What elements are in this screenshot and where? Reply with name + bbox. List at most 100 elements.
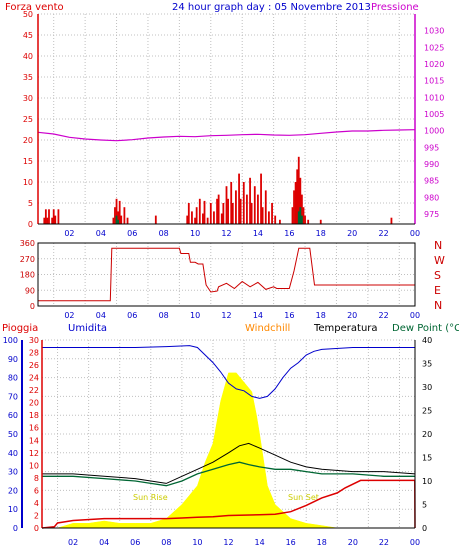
x-tick-label: 14	[254, 538, 264, 547]
wind-bar	[195, 207, 198, 224]
pressure-tick-label: 1005	[424, 110, 444, 119]
humidity-tick-label: 60	[8, 411, 18, 420]
wind-tick-label: 40	[23, 52, 33, 61]
wind-bar	[260, 173, 262, 224]
wind-bar	[123, 207, 126, 224]
wind-bar	[220, 213, 223, 224]
compass-label: N	[434, 239, 442, 252]
x-tick-label: 00	[410, 538, 420, 547]
humidity-tick-label: 50	[8, 430, 18, 439]
rain-tick-label: 30	[29, 336, 39, 345]
rain-label: Pioggia	[2, 323, 38, 334]
temperature-tick-label: 40	[422, 336, 432, 345]
wind-bar	[187, 203, 190, 224]
wind-bar	[253, 186, 256, 224]
temperature-tick-label: 30	[422, 383, 432, 392]
wind-gust-bar	[115, 215, 118, 224]
wind-bar	[264, 190, 267, 224]
wind-bar	[126, 217, 129, 224]
wind-axis-label: Forza vento	[5, 2, 64, 13]
sunrise-label: Sun Rise	[133, 493, 168, 502]
wind-bar	[216, 198, 218, 224]
wind-tick-label: 15	[23, 157, 33, 166]
wind-bar	[231, 203, 234, 224]
wind-gust-bar	[297, 211, 300, 224]
wind-bar	[302, 207, 305, 224]
pressure-tick-label: 1030	[424, 27, 444, 36]
wind-bar	[238, 173, 240, 224]
wind-bar	[44, 209, 47, 224]
rain-tick-label: 20	[29, 399, 39, 408]
rain-tick-label: 28	[29, 349, 39, 358]
x-tick-label: 10	[190, 229, 200, 238]
pressure-tick-label: 985	[424, 177, 439, 186]
x-tick-label: 10	[192, 538, 202, 547]
wind-bar	[279, 219, 281, 224]
wind-bar	[117, 211, 120, 224]
wind-bar	[186, 215, 189, 224]
rain-line	[41, 479, 416, 529]
wind-bar	[115, 198, 118, 224]
x-tick-label: 22	[379, 538, 389, 547]
humidity-tick-label: 90	[8, 355, 18, 364]
wind-bar	[294, 182, 297, 224]
x-tick-label: 18	[316, 311, 326, 320]
wind-bar	[217, 194, 220, 224]
wind-bar	[198, 198, 201, 224]
x-tick-label: 08	[159, 311, 169, 320]
compass-label: S	[434, 269, 441, 282]
wind-bar	[274, 215, 277, 224]
wind-bar	[209, 203, 212, 224]
rain-tick-label: 8	[34, 474, 39, 483]
x-tick-label: 04	[96, 229, 106, 238]
wind-bar	[120, 215, 123, 224]
temperature-tick-label: 15	[422, 454, 432, 463]
rain-tick-label: 0	[34, 524, 39, 533]
wind-bar	[250, 203, 253, 224]
x-tick-label: 20	[347, 311, 357, 320]
wind-bar	[48, 209, 50, 224]
x-tick-label: 12	[221, 229, 231, 238]
wind-bar	[227, 198, 229, 224]
wind-bar	[52, 209, 55, 224]
temperature-label: Temperatura	[313, 323, 378, 334]
wind-bar	[261, 207, 264, 224]
compass-label: W	[434, 254, 445, 267]
temperature-tick-label: 25	[422, 407, 432, 416]
humidity-line	[42, 345, 415, 399]
pressure-tick-label: 1020	[424, 60, 444, 69]
pressure-line	[37, 129, 416, 142]
wind-bar	[222, 203, 225, 224]
rain-tick-label: 4	[34, 499, 39, 508]
x-tick-label: 02	[64, 229, 74, 238]
temperature-tick-label: 20	[422, 430, 432, 439]
pressure-tick-label: 1015	[424, 77, 444, 86]
humidity-tick-label: 100	[3, 336, 18, 345]
direction-tick-label: 270	[20, 255, 35, 264]
x-tick-label: 14	[253, 311, 263, 320]
humidity-tick-label: 0	[13, 524, 18, 533]
windchill-label: Windchill	[245, 323, 290, 334]
direction-tick-label: 90	[25, 286, 35, 295]
wind-bar	[239, 198, 242, 224]
rain-tick-label: 2	[34, 511, 39, 520]
x-tick-label: 06	[127, 311, 137, 320]
rain-tick-label: 24	[29, 374, 39, 383]
wind-bar	[202, 213, 204, 224]
direction-tick-label: 360	[20, 239, 35, 248]
x-tick-label: 22	[378, 229, 388, 238]
x-tick-label: 08	[159, 229, 169, 238]
wind-tick-label: 20	[23, 136, 33, 145]
wind-bar	[249, 177, 251, 224]
wind-bar	[390, 217, 393, 224]
wind-gust-bar	[301, 215, 303, 224]
temperature-tick-label: 0	[422, 524, 427, 533]
x-tick-label: 02	[68, 538, 78, 547]
wind-bar	[54, 215, 57, 224]
wind-tick-label: 25	[23, 115, 33, 124]
wind-bar	[319, 219, 322, 224]
wind-bar	[257, 194, 259, 224]
rain-humidity-temp-panel: Pioggia Umidita Windchill Temperatura De…	[2, 323, 459, 547]
wind-bar	[296, 169, 299, 224]
